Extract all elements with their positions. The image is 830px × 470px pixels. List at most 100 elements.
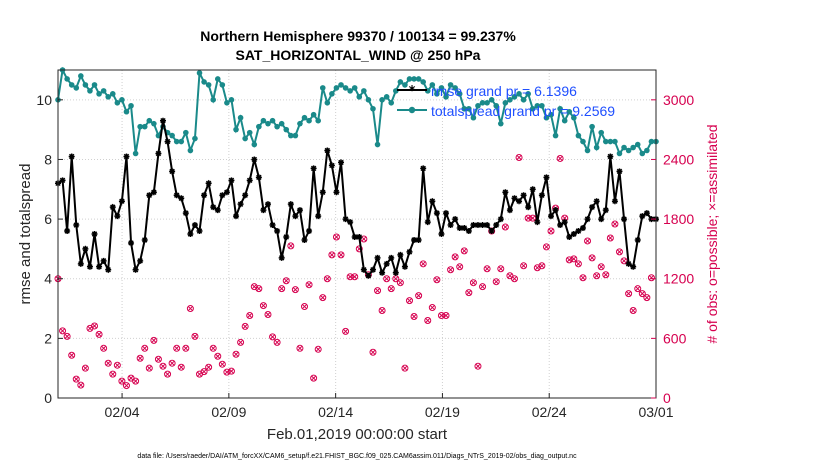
obs-assimilated-point: [484, 266, 490, 272]
totalspread-point: [73, 85, 80, 91]
totalspread-point: [411, 76, 417, 82]
rmse-point: [607, 153, 614, 160]
totalspread-point: [575, 132, 582, 139]
totalspread-point: [511, 94, 518, 100]
obs-possible-point: [574, 260, 582, 268]
rmse-point: [246, 177, 253, 184]
rmse-point: [201, 192, 208, 199]
obs-assimilated-point: [151, 337, 157, 344]
obs-possible-point: [437, 312, 445, 320]
obs-assimilated-point: [210, 345, 216, 352]
obs-assimilated-point: [333, 234, 340, 240]
rmse-point: [383, 260, 390, 267]
x-axis-label: Feb.01,2019 00:00:00 start: [267, 426, 448, 443]
obs-assimilated-point: [470, 279, 477, 286]
obs-possible-point: [442, 312, 450, 320]
obs-possible-point: [141, 344, 149, 352]
rmse-point: [82, 245, 89, 252]
rmse-point: [538, 192, 545, 199]
rmse-point: [616, 168, 623, 175]
chart-title: Northern Hemisphere 99370 / 100134 = 99.…: [200, 28, 516, 44]
totalspread-point: [146, 117, 153, 124]
obs-possible-point: [63, 332, 71, 340]
rmse-point: [406, 248, 413, 255]
rmse-point: [360, 266, 367, 273]
obs-possible-point: [273, 338, 281, 346]
obs-assimilated-point: [406, 297, 413, 304]
x-ticks: 02/04 02/09 02/14 02/19 02/24 03/01: [105, 393, 674, 420]
totalspread-point: [406, 76, 413, 82]
rmse-point: [379, 269, 386, 276]
obs-assimilated-point: [96, 331, 102, 338]
obs-possible-point: [602, 271, 610, 279]
rmse-point: [114, 213, 121, 220]
obs-possible-point: [447, 266, 455, 274]
totalspread-point: [319, 85, 326, 91]
obs-possible-point: [529, 214, 537, 222]
obs-possible-point: [301, 303, 309, 311]
obs-assimilated-point: [639, 290, 646, 297]
obs-possible-point: [269, 333, 277, 341]
obs-assimilated-point: [607, 235, 614, 241]
totalspread-point: [634, 141, 641, 148]
totalspread-point: [256, 123, 262, 130]
obs-assimilated-point: [520, 263, 527, 269]
totalspread-point: [420, 79, 426, 85]
obs-possible-point: [570, 255, 578, 263]
obs-assimilated-point: [292, 286, 299, 293]
rmse-point: [292, 213, 299, 220]
obs-possible-point: [451, 253, 459, 261]
obs-assimilated-point: [479, 283, 486, 290]
obs-possible-point: [419, 260, 427, 268]
obs-possible-point: [68, 351, 76, 359]
totalspread-point: [548, 111, 554, 118]
totalspread-point: [438, 85, 445, 91]
y-tick-label: 8: [44, 151, 52, 167]
rmse-point: [255, 174, 262, 181]
obs-assimilated-point: [201, 368, 207, 375]
obs-possible-point: [547, 227, 555, 235]
totalspread-point: [246, 129, 253, 136]
rmse-point: [159, 117, 166, 124]
totalspread-point: [205, 82, 212, 88]
obs-possible-point: [319, 294, 327, 302]
obs-count-series: [54, 153, 655, 390]
totalspread-point: [224, 100, 230, 106]
obs-assimilated-point: [342, 328, 349, 335]
rmse-point: [579, 225, 586, 232]
obs-possible-point: [310, 374, 318, 382]
rmse-point: [456, 225, 463, 232]
obs-assimilated-point: [315, 346, 321, 353]
obs-possible-point: [264, 311, 272, 319]
obs-possible-point: [584, 237, 592, 245]
totalspread-point: [516, 91, 522, 97]
obs-assimilated-point: [78, 382, 84, 388]
obs-assimilated-point: [178, 364, 185, 370]
totalspread-point: [593, 144, 600, 151]
totalspread-point: [379, 97, 385, 103]
obs-possible-point: [538, 262, 546, 270]
totalspread-point: [283, 126, 290, 133]
obs-assimilated-point: [160, 363, 166, 369]
obs-assimilated-point: [205, 364, 212, 370]
obs-possible-point: [200, 368, 208, 376]
obs-assimilated-point: [456, 264, 463, 270]
obs-assimilated-point: [511, 275, 518, 282]
rmse-point: [315, 213, 322, 220]
totalspread-point: [397, 79, 404, 85]
totalspread-point: [470, 114, 477, 121]
rmse-point: [465, 228, 472, 235]
y-tick-label: 0: [44, 390, 52, 406]
obs-possible-point: [241, 322, 249, 330]
totalspread-point: [260, 117, 267, 124]
y-tick-label: 2: [44, 330, 52, 346]
obs-possible-point: [109, 370, 117, 378]
rmse-point: [479, 222, 486, 229]
rmse-point: [611, 198, 618, 205]
totalspread-point: [347, 88, 353, 94]
obs-assimilated-point: [612, 221, 618, 227]
totalspread-point: [96, 91, 102, 97]
obs-assimilated-point: [575, 261, 582, 267]
totalspread-point: [475, 102, 481, 109]
obs-possible-point: [337, 251, 345, 259]
